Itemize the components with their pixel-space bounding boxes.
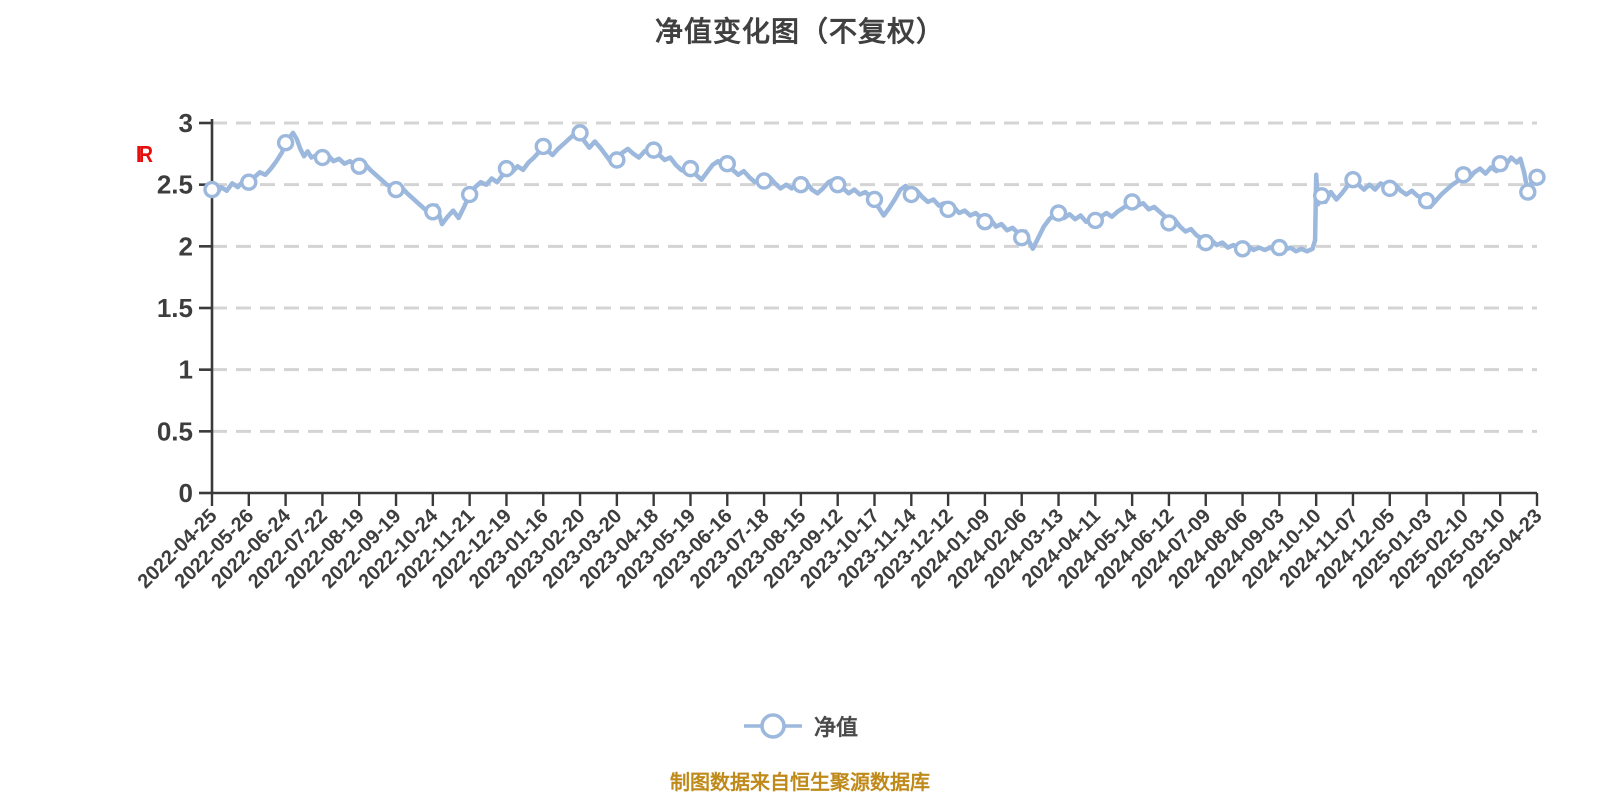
data-point-marker[interactable] (1519, 183, 1537, 201)
data-point-marker[interactable] (755, 172, 773, 190)
data-point-marker[interactable] (1049, 204, 1068, 222)
y-axis-tick-label: 2.5 (157, 170, 193, 200)
data-point-marker[interactable] (976, 212, 994, 231)
y-axis-tick-label: 1.5 (157, 293, 193, 323)
data-point-marker[interactable] (1312, 187, 1331, 205)
data-point-marker[interactable] (1160, 214, 1178, 232)
data-point-marker[interactable] (681, 159, 700, 178)
data-source-note: 制图数据来自恒生聚源数据库 (670, 772, 930, 794)
data-point-marker[interactable] (1233, 240, 1252, 258)
y-axis-tick-label: 1 (179, 355, 193, 385)
y-axis-tick-label: 3 (179, 108, 193, 138)
data-point-marker[interactable] (1270, 238, 1289, 257)
y-axis-tick-label: 2 (179, 231, 193, 261)
data-point-marker[interactable] (792, 175, 810, 194)
legend-item-netvalue[interactable]: 净值 (742, 710, 858, 742)
y-axis-tick-label: 0.5 (157, 416, 193, 446)
legend-series-label: 净值 (813, 715, 859, 740)
data-point-marker[interactable] (534, 137, 552, 156)
data-point-marker[interactable] (203, 180, 221, 199)
data-point-marker[interactable] (1454, 166, 1473, 184)
data-point-marker[interactable] (828, 175, 847, 194)
data-point-marker[interactable] (387, 180, 405, 199)
data-point-marker[interactable] (1123, 193, 1141, 211)
data-point-marker[interactable] (1086, 211, 1105, 230)
data-point-marker[interactable] (1381, 179, 1399, 198)
data-point-marker[interactable] (902, 185, 921, 204)
legend-line-marker-icon (743, 713, 802, 739)
data-point-marker[interactable] (571, 124, 589, 142)
data-point-marker[interactable] (1344, 171, 1362, 189)
data-point-marker[interactable] (1013, 228, 1031, 247)
y-axis-unit-label: IR (136, 141, 153, 167)
data-point-marker[interactable] (460, 185, 479, 204)
data-point-marker[interactable] (718, 154, 736, 173)
data-point-marker[interactable] (1417, 191, 1436, 210)
data-point-marker[interactable] (644, 141, 663, 159)
y-axis-tick-label: 0 (179, 478, 193, 508)
data-point-marker[interactable] (865, 190, 884, 209)
data-point-marker[interactable] (350, 157, 368, 175)
data-point-marker[interactable] (313, 148, 332, 167)
line-chart-plot-area: 00.511.522.532022-04-252022-05-262022-06… (134, 108, 1547, 593)
data-point-marker[interactable] (608, 151, 626, 169)
data-point-marker[interactable] (1491, 154, 1509, 173)
data-point-marker[interactable] (276, 134, 295, 152)
data-point-marker[interactable] (1197, 233, 1215, 252)
data-point-marker[interactable] (1528, 168, 1546, 186)
chart-title: 净值变化图（不复权） (654, 16, 945, 47)
data-point-marker[interactable] (424, 203, 442, 221)
data-point-marker[interactable] (939, 200, 957, 219)
data-point-marker[interactable] (497, 159, 516, 178)
data-point-marker[interactable] (240, 173, 258, 191)
